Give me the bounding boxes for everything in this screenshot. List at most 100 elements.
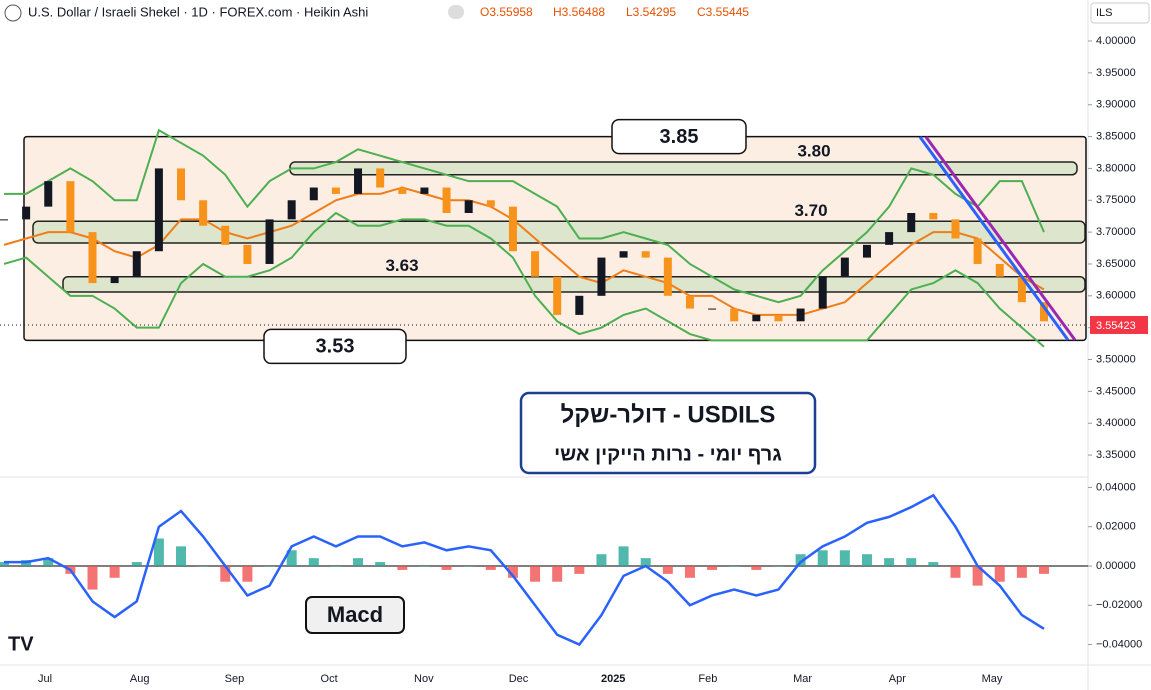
- y-tick-label: 3.75000: [1096, 194, 1136, 206]
- histogram-bar: [817, 550, 828, 566]
- histogram-bar: [353, 558, 364, 566]
- macd-label-box: [305, 596, 405, 634]
- candle: [464, 200, 473, 214]
- candle: [597, 257, 606, 296]
- candle: [531, 251, 540, 277]
- level-box: [263, 328, 407, 365]
- candle: [1040, 302, 1048, 322]
- y-tick-label: 3.50000: [1096, 353, 1136, 365]
- y-tick-label: 3.85000: [1096, 130, 1136, 142]
- level-label: 3.53: [316, 336, 355, 358]
- histogram-bar: [574, 566, 585, 574]
- candle: [110, 276, 119, 284]
- y-tick-label: 3.40000: [1096, 417, 1136, 429]
- histogram-bar: [707, 566, 718, 570]
- histogram-bar: [397, 566, 408, 570]
- candle: [929, 213, 938, 220]
- x-tick-label: Dec: [509, 673, 529, 685]
- histogram-bar: [43, 558, 54, 566]
- candle: [221, 225, 230, 245]
- level-box: [611, 118, 747, 155]
- histogram-bar: [596, 554, 607, 566]
- histogram-bar: [662, 566, 673, 574]
- y-tick-label: 0.00000: [1096, 560, 1136, 572]
- candle: [575, 295, 584, 315]
- histogram-bar: [375, 562, 386, 566]
- histogram-bar: [242, 566, 253, 582]
- histogram-bar: [972, 566, 983, 586]
- toggle[interactable]: [448, 5, 464, 19]
- histogram-bar: [441, 566, 452, 570]
- candle: [818, 276, 827, 309]
- macd-label: Macd: [327, 602, 383, 627]
- x-tick-label: Mar: [793, 673, 812, 685]
- zone-label: 3.63: [385, 256, 418, 275]
- currency-button[interactable]: [1090, 2, 1150, 24]
- histogram-bar: [330, 566, 341, 567]
- candle: [398, 187, 407, 194]
- lower-band: [3, 211, 1045, 348]
- histogram-bar: [419, 566, 430, 567]
- ohlc-low: L3.54295: [626, 5, 676, 19]
- y-tick-label: 3.70000: [1096, 226, 1136, 238]
- histogram-bar: [994, 566, 1005, 582]
- zone-label: 3.70: [794, 201, 827, 220]
- candle: [840, 257, 849, 277]
- x-tick-label: Apr: [889, 673, 906, 685]
- ohlc-high: H3.56488: [553, 5, 605, 19]
- candle: [553, 276, 562, 315]
- trend-line: [924, 136, 1077, 341]
- candle: [907, 213, 916, 233]
- candle: [486, 200, 495, 207]
- candle: [376, 168, 385, 188]
- candle: [420, 187, 429, 194]
- last-price-label: 3.55423: [1096, 320, 1136, 332]
- symbol-icon: [4, 4, 22, 22]
- annotation-box: [519, 391, 817, 475]
- candle: [862, 244, 871, 258]
- plot: 3.350003.400003.450003.500003.550003.600…: [0, 35, 1148, 685]
- histogram-bar: [684, 566, 695, 578]
- histogram-bar: [286, 550, 297, 566]
- candle: [685, 295, 694, 309]
- x-tick-label: Oct: [321, 673, 338, 685]
- chart-title: U.S. Dollar / Israeli Shekel · 1D · FORE…: [28, 4, 368, 19]
- histogram-bar: [1039, 566, 1049, 574]
- histogram-bar: [950, 566, 961, 578]
- ohlc-close: C3.55445: [697, 5, 749, 19]
- y-tick-label: 0.02000: [1096, 521, 1136, 533]
- candle: [796, 308, 805, 322]
- candle: [641, 251, 650, 258]
- x-tick-label: Jul: [38, 673, 52, 685]
- ohlc-open: O3.55958: [480, 5, 533, 19]
- candle: [331, 187, 340, 194]
- y-tick-label: 3.35000: [1096, 449, 1136, 461]
- y-tick-label: −0.02000: [1096, 599, 1142, 611]
- y-tick-label: 3.90000: [1096, 99, 1136, 111]
- histogram-bar: [131, 562, 142, 566]
- histogram-bar: [861, 554, 872, 566]
- histogram-bar: [1016, 566, 1027, 578]
- candle: [730, 308, 739, 322]
- candle: [0, 219, 8, 221]
- histogram-bar: [220, 566, 231, 582]
- candle: [663, 257, 672, 296]
- candle: [752, 314, 761, 322]
- histogram-bar: [773, 566, 784, 567]
- candle: [885, 232, 894, 245]
- candle: [309, 187, 318, 201]
- histogram-bar: [640, 558, 651, 566]
- candle: [243, 244, 252, 264]
- candle: [619, 251, 628, 258]
- y-tick-label: 3.80000: [1096, 162, 1136, 174]
- histogram-bar: [176, 546, 187, 566]
- histogram-bar: [264, 566, 275, 567]
- zone: [32, 220, 1086, 244]
- histogram-bar: [0, 562, 9, 566]
- candle: [774, 314, 783, 322]
- histogram-bar: [87, 566, 98, 590]
- candle: [44, 181, 53, 207]
- x-tick-label: Aug: [130, 673, 150, 685]
- x-tick-label: Feb: [698, 673, 717, 685]
- zone-label: 3.80: [797, 142, 830, 161]
